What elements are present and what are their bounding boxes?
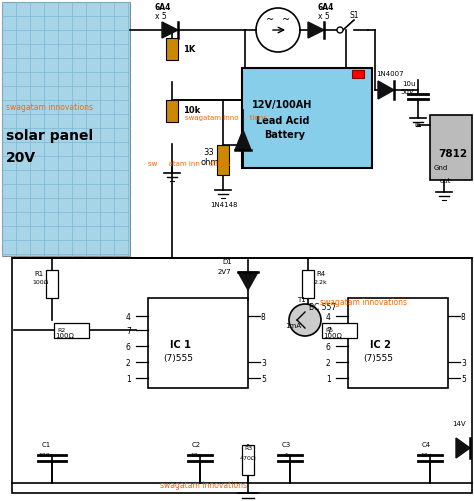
Text: swagatam innovations: swagatam innovations <box>6 103 93 112</box>
Text: ~: ~ <box>282 15 290 25</box>
Text: 10n: 10n <box>190 453 202 458</box>
Text: 1K: 1K <box>183 45 195 54</box>
Text: 1: 1 <box>126 375 131 384</box>
Text: R2: R2 <box>57 328 65 333</box>
Text: C1: C1 <box>42 442 51 448</box>
Text: Lead Acid: Lead Acid <box>256 116 310 126</box>
Polygon shape <box>162 22 178 38</box>
Polygon shape <box>378 81 394 99</box>
Text: 100Ω: 100Ω <box>323 333 342 339</box>
Text: x 5: x 5 <box>318 12 330 21</box>
Text: R5: R5 <box>325 328 333 333</box>
Text: 3: 3 <box>261 359 266 368</box>
Text: 4: 4 <box>126 313 131 322</box>
Text: (7)555: (7)555 <box>363 354 393 363</box>
Text: swagatam innovations: swagatam innovations <box>320 298 407 307</box>
Text: 10k: 10k <box>183 106 200 115</box>
Bar <box>12 258 472 493</box>
Text: 100n: 100n <box>38 453 54 458</box>
Text: 12V/100AH: 12V/100AH <box>252 100 312 110</box>
Text: 1mA: 1mA <box>285 323 301 329</box>
Bar <box>322 323 357 338</box>
Text: C4: C4 <box>422 442 431 448</box>
Text: C2: C2 <box>192 442 201 448</box>
Text: 3: 3 <box>461 359 466 368</box>
Text: 1N4148: 1N4148 <box>210 202 237 208</box>
Text: ohm: ohm <box>201 158 219 167</box>
Text: 14V: 14V <box>452 421 465 427</box>
Polygon shape <box>235 130 251 150</box>
Text: 8: 8 <box>461 313 466 322</box>
Text: out: out <box>440 178 452 184</box>
Polygon shape <box>238 272 258 290</box>
Text: sw     atam inn    ations: sw atam inn ations <box>148 161 230 167</box>
Text: 7812: 7812 <box>438 149 467 159</box>
Bar <box>148 298 248 388</box>
Text: 7: 7 <box>126 327 131 336</box>
Bar <box>352 70 364 78</box>
Text: IC 2: IC 2 <box>370 340 391 350</box>
Text: 6: 6 <box>326 343 331 352</box>
Text: 2: 2 <box>126 359 131 368</box>
Text: 6A4: 6A4 <box>318 3 334 12</box>
Text: 5: 5 <box>461 375 466 384</box>
Text: 100Ω: 100Ω <box>32 280 48 285</box>
Bar <box>242 68 372 168</box>
Bar <box>2 2 130 256</box>
Bar <box>166 38 178 60</box>
Text: BC 557: BC 557 <box>309 303 336 312</box>
Text: 2.2k: 2.2k <box>314 280 328 285</box>
Circle shape <box>289 304 321 336</box>
Text: D1: D1 <box>222 259 232 265</box>
Text: 2V7: 2V7 <box>218 269 232 275</box>
Text: 1: 1 <box>326 375 331 384</box>
Text: 5: 5 <box>261 375 266 384</box>
Text: ~: ~ <box>266 15 274 25</box>
Polygon shape <box>456 438 470 458</box>
Circle shape <box>256 8 300 52</box>
Text: R4: R4 <box>316 271 325 277</box>
Text: 10n: 10n <box>420 453 432 458</box>
Text: in: in <box>414 122 420 128</box>
Bar <box>54 323 89 338</box>
Text: swagatam innovations: swagatam innovations <box>160 481 247 490</box>
Text: (7)555: (7)555 <box>163 354 193 363</box>
Text: IC 1: IC 1 <box>170 340 191 350</box>
Text: Battery: Battery <box>264 130 305 140</box>
Text: R3: R3 <box>244 446 252 451</box>
Text: 2: 2 <box>326 359 331 368</box>
Bar <box>430 115 472 180</box>
Bar <box>166 100 178 122</box>
Text: 470Ω: 470Ω <box>240 456 256 461</box>
Text: C3: C3 <box>282 442 291 448</box>
Text: T1: T1 <box>297 297 306 303</box>
Text: 100Ω: 100Ω <box>55 333 74 339</box>
Text: 7: 7 <box>326 327 331 336</box>
Text: 20V: 20V <box>6 151 36 165</box>
Text: 10u: 10u <box>402 81 416 87</box>
Text: 4: 4 <box>326 313 331 322</box>
Text: R1: R1 <box>34 271 43 277</box>
Text: 1u: 1u <box>284 453 292 458</box>
Text: S1: S1 <box>350 11 359 20</box>
Text: x 5: x 5 <box>155 12 167 21</box>
Text: 1N4007: 1N4007 <box>376 71 404 77</box>
Text: Gnd: Gnd <box>434 165 448 171</box>
Text: 6: 6 <box>126 343 131 352</box>
Bar <box>348 298 448 388</box>
Text: 50V: 50V <box>400 89 414 95</box>
Bar <box>217 145 229 175</box>
Text: 33: 33 <box>203 148 214 157</box>
Text: solar panel: solar panel <box>6 129 93 143</box>
Text: 6A4: 6A4 <box>155 3 172 12</box>
Polygon shape <box>308 22 324 38</box>
Text: swagatam inno  .  tions: swagatam inno . tions <box>185 115 267 121</box>
Circle shape <box>337 27 343 33</box>
Text: 8: 8 <box>261 313 266 322</box>
Bar <box>46 270 58 298</box>
Bar <box>242 445 254 475</box>
Bar <box>302 270 314 298</box>
